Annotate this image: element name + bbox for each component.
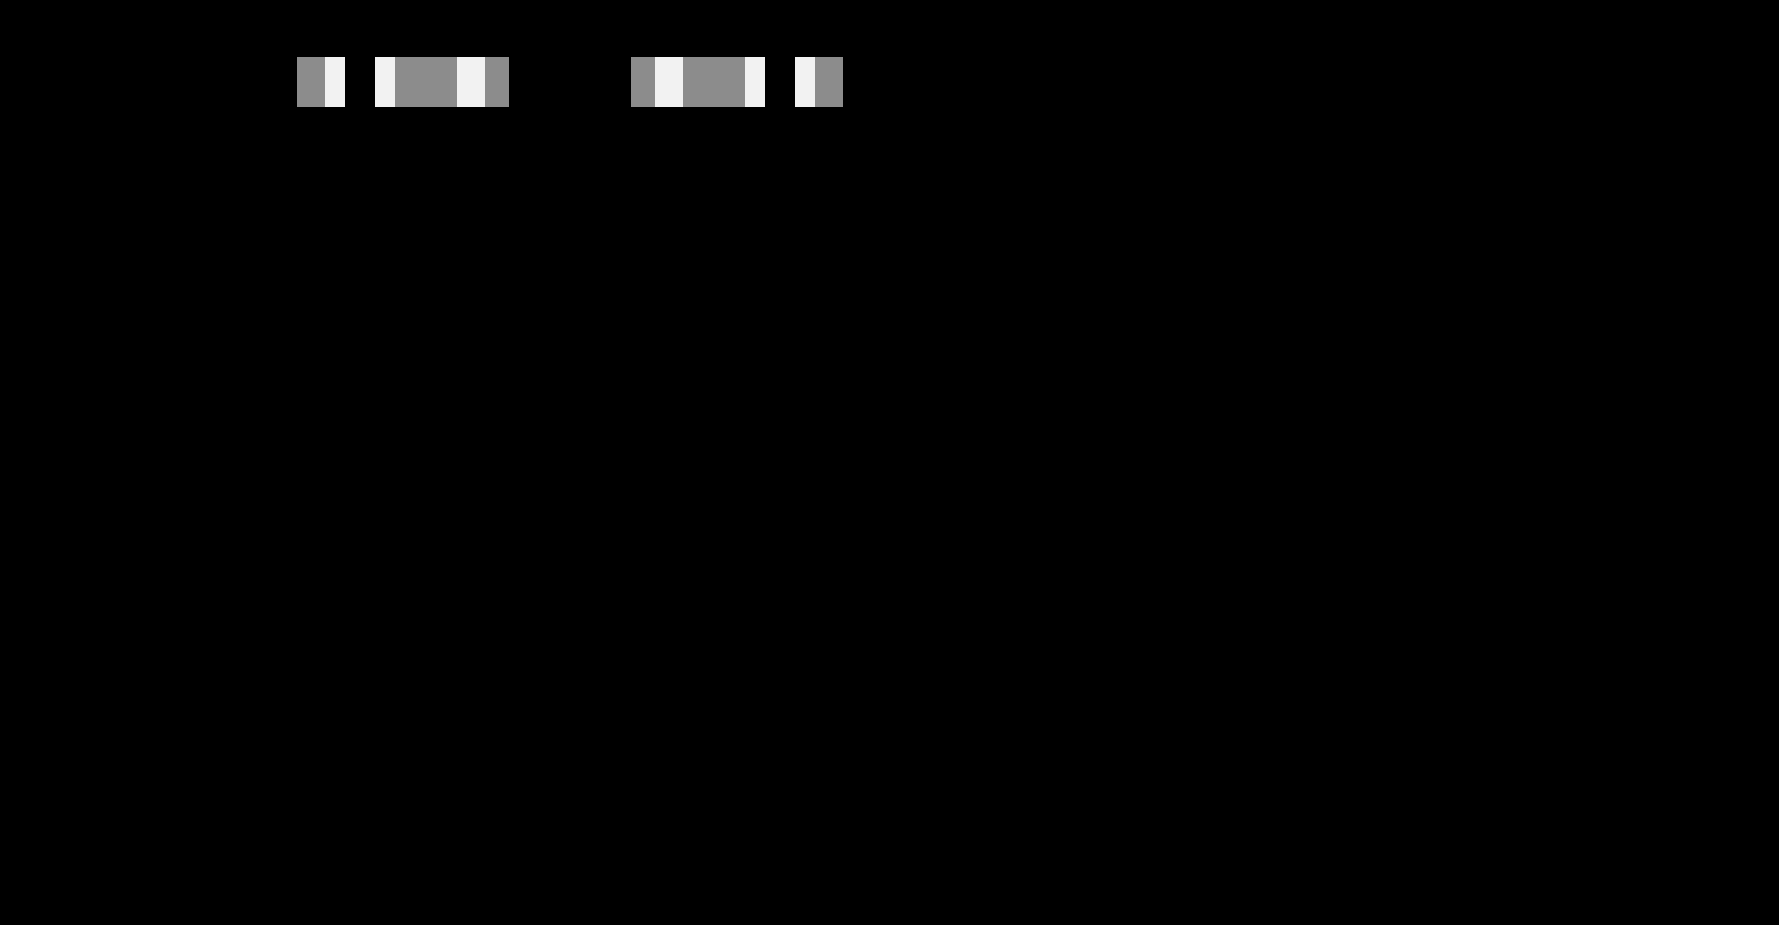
block: [795, 57, 815, 107]
block: [683, 57, 745, 107]
block: [655, 57, 683, 107]
block: [375, 57, 395, 107]
block: [457, 57, 485, 107]
block: [345, 57, 375, 107]
block: [395, 57, 457, 107]
block: [485, 57, 509, 107]
block: [297, 57, 325, 107]
block: [631, 57, 655, 107]
block-group-2: [631, 57, 843, 107]
block: [325, 57, 345, 107]
block-group-1: [297, 57, 509, 107]
block: [745, 57, 765, 107]
block: [815, 57, 843, 107]
block: [765, 57, 795, 107]
